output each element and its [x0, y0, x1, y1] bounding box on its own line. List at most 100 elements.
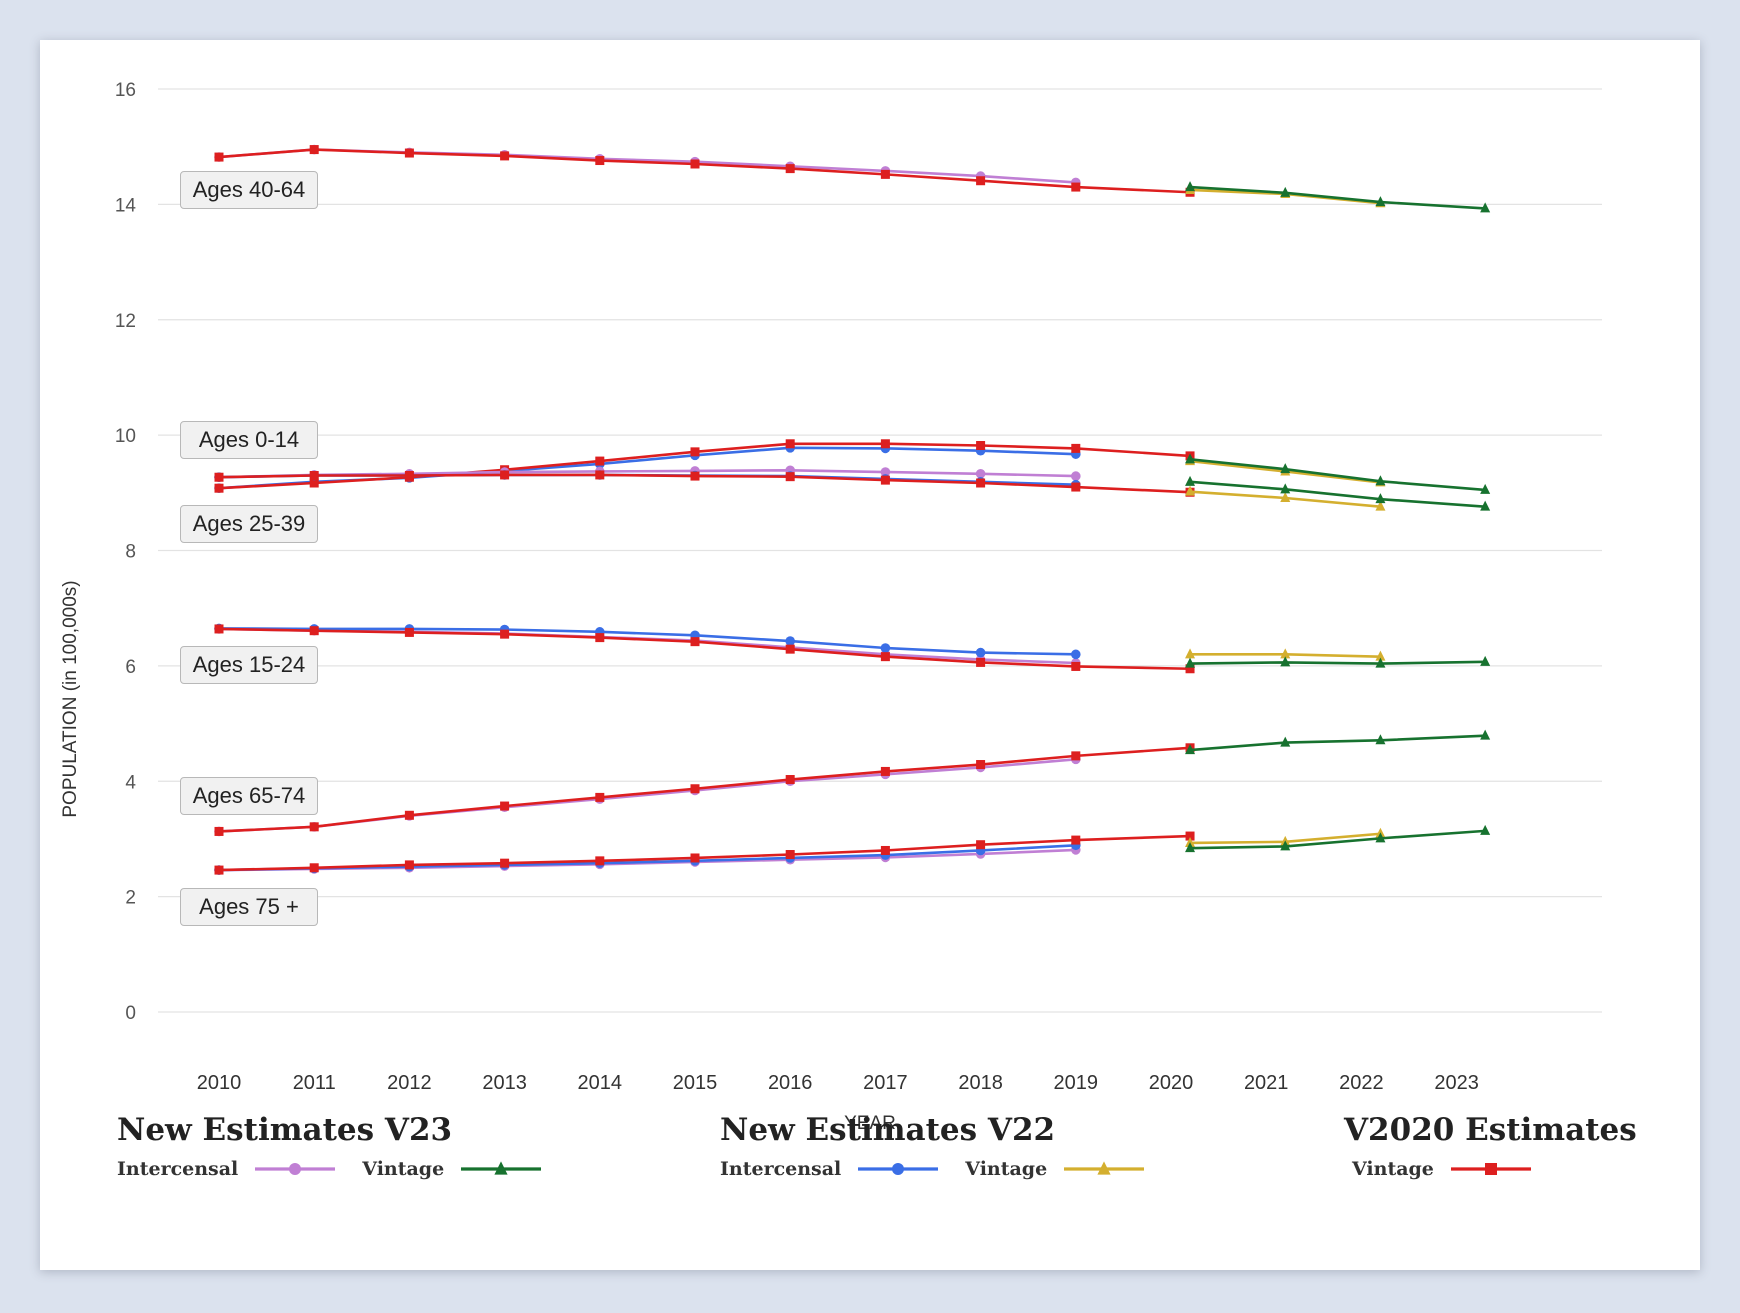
legend-title-v2020: V2020 Estimates	[1344, 1112, 1637, 1148]
point-marker	[785, 636, 795, 646]
legend-label: Vintage	[1352, 1158, 1434, 1180]
point-marker	[1280, 492, 1291, 503]
series-line	[218, 148, 1191, 194]
y-tick-label: 2	[125, 888, 136, 909]
point-marker	[1484, 1163, 1497, 1175]
y-tick-label: 6	[125, 657, 136, 678]
x-tick-label: 2010	[197, 1072, 242, 1094]
point-marker	[494, 1161, 508, 1175]
x-tick-label: 2011	[293, 1072, 336, 1094]
point-marker	[595, 792, 605, 802]
point-marker	[880, 845, 890, 855]
series-line	[1189, 458, 1486, 492]
point-marker	[1071, 751, 1081, 761]
x-tick-label: 2020	[1149, 1072, 1194, 1094]
y-axis-title: POPULATION (in 100,000s)	[60, 580, 81, 817]
point-marker	[880, 475, 890, 485]
x-tick-label: 2023	[1434, 1072, 1479, 1094]
point-marker	[1280, 186, 1291, 197]
point-marker	[1480, 655, 1491, 666]
point-marker	[595, 470, 605, 480]
series-ages-25-39-v23-vintage	[1185, 475, 1491, 511]
point-marker	[1185, 657, 1196, 668]
series-ages-15-24-v23-vintage	[1185, 655, 1491, 668]
series-line	[218, 627, 1076, 656]
point-marker	[1375, 475, 1386, 486]
series-ages-25-39-v2020-vintage	[214, 470, 1195, 497]
point-marker	[1480, 729, 1491, 740]
point-marker	[1185, 475, 1196, 486]
legend-item-v22-intercensal[interactable]: Intercensal	[720, 1158, 939, 1180]
x-tick-label: 2015	[673, 1072, 718, 1094]
point-marker	[404, 148, 414, 158]
legend-item-v23-vintage[interactable]: Vintage	[362, 1158, 542, 1180]
point-marker	[1375, 734, 1386, 745]
point-marker	[690, 853, 700, 863]
point-marker	[1185, 744, 1196, 755]
point-marker	[690, 784, 700, 794]
point-marker	[214, 826, 224, 836]
series-ages-15-24-v2020-vintage	[214, 624, 1195, 674]
point-marker	[1185, 485, 1196, 496]
point-marker	[1071, 482, 1081, 492]
series-layer	[214, 144, 1491, 875]
x-tick-label: 2018	[958, 1072, 1003, 1094]
point-marker	[214, 152, 224, 162]
point-marker	[1375, 500, 1386, 511]
point-marker	[785, 644, 795, 654]
point-marker	[976, 840, 986, 850]
series-line	[218, 758, 1076, 833]
point-marker	[1375, 657, 1386, 668]
point-marker	[1375, 650, 1386, 661]
age-label-75-plus: Ages 75 +	[180, 888, 318, 926]
point-marker	[309, 471, 319, 481]
x-tick-label: 2014	[578, 1072, 623, 1094]
legend-swatch-triangle	[461, 1161, 542, 1175]
point-marker	[1480, 824, 1491, 835]
chart-card: 0 2 4 6 8 10 12 14 16 2010 2011 2012 2013 2014 2015 20…	[40, 40, 1700, 1270]
point-marker	[976, 176, 986, 186]
series-ages-40-64-v2020-vintage	[214, 145, 1195, 197]
point-marker	[404, 860, 414, 870]
point-marker	[785, 472, 795, 482]
x-tick-label: 2022	[1339, 1072, 1384, 1094]
point-marker	[1280, 648, 1291, 659]
point-marker	[880, 439, 890, 449]
legend-item-v2020-vintage[interactable]: Vintage	[1352, 1158, 1532, 1180]
legend-swatch-triangle	[1064, 1161, 1145, 1175]
point-marker	[1480, 483, 1491, 494]
point-marker	[880, 766, 890, 776]
point-marker	[595, 633, 605, 643]
age-label-15-24: Ages 15-24	[180, 646, 318, 684]
point-marker	[1280, 840, 1291, 851]
point-marker	[1185, 831, 1195, 841]
point-marker	[1280, 736, 1291, 747]
point-marker	[500, 151, 510, 161]
point-marker	[690, 159, 700, 169]
point-marker	[1185, 842, 1196, 853]
legend-item-v22-vintage[interactable]: Vintage	[965, 1158, 1145, 1180]
series-line	[1190, 660, 1486, 665]
legend-title-v22: New Estimates V22	[720, 1112, 1056, 1148]
legend-v23: New Estimates V23 Intercensal Vintage	[117, 1112, 568, 1180]
point-marker	[1375, 196, 1386, 207]
legend-label: Vintage	[965, 1158, 1048, 1180]
x-tick-label: 2013	[482, 1072, 526, 1094]
series-line	[1189, 734, 1486, 752]
age-label-65-74: Ages 65-74	[180, 777, 318, 815]
point-marker	[595, 456, 605, 466]
x-tick-label: 2012	[387, 1072, 432, 1094]
y-tick-labels: 0 2 4 6 8 10 12 14 16	[115, 80, 137, 1024]
point-marker	[309, 863, 319, 873]
legend-label: Intercensal	[117, 1158, 239, 1180]
legend-swatch-square	[1450, 1163, 1531, 1175]
series-line	[218, 442, 1191, 490]
point-marker	[404, 810, 414, 820]
point-marker	[892, 1163, 905, 1175]
y-tick-label: 10	[115, 426, 136, 447]
point-marker	[404, 627, 414, 637]
legend-item-v23-intercensal[interactable]: Intercensal	[117, 1158, 336, 1180]
point-marker	[690, 471, 700, 481]
series-ages-65-74-v23-vintage	[1185, 729, 1491, 755]
